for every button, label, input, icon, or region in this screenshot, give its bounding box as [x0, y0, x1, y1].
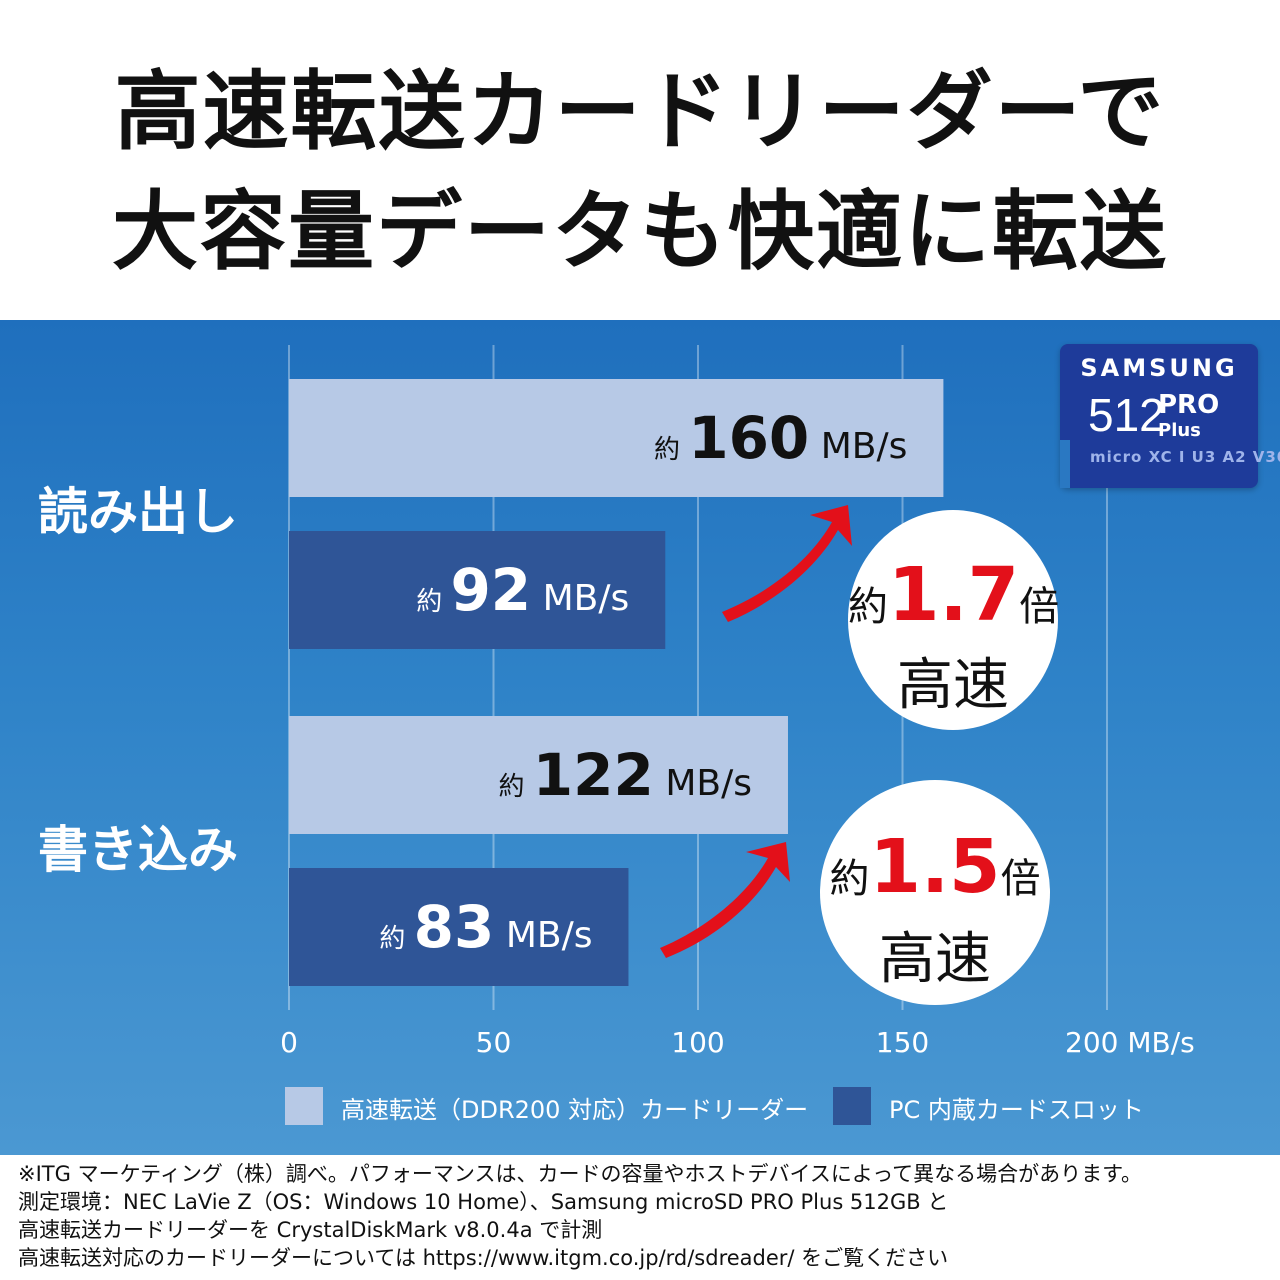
bubble-write-label: 高速	[879, 927, 991, 992]
legend-label-card-reader: 高速転送（DDR200 対応）カードリーダー	[341, 1096, 809, 1124]
footnote-line-1: ※ITG マーケティング（株）調べ。パフォーマンスは、カードの容量やホストデバイ…	[18, 1162, 1143, 1186]
bubble-write-prefix: 約	[829, 856, 870, 902]
category-label-read: 読み出し	[38, 483, 238, 541]
x-tick-label: 200 MB/s	[1065, 1026, 1195, 1059]
category-label-write: 書き込み	[38, 821, 238, 879]
bar	[289, 531, 666, 649]
arrow-icon	[660, 842, 790, 958]
x-tick-label: 150	[876, 1026, 929, 1059]
headline-line-2: 大容量データも快適に転送	[112, 182, 1168, 282]
headline-line-1: 高速転送カードリーダーで	[114, 62, 1166, 162]
sd-card-brand: SAMSUNG	[1080, 354, 1238, 382]
bubble-write-ratio: 約1.5倍	[820, 824, 1050, 910]
legend-label-pc-slot: PC 内蔵カードスロット	[889, 1096, 1144, 1124]
bubble-read-suffix: 倍	[1019, 584, 1060, 630]
footnote-line-3: 高速転送カードリーダーを CrystalDiskMark v8.0.4a で計測	[18, 1218, 603, 1242]
bar-value-label: 約 122 MB/s	[499, 741, 752, 809]
footnote-line-4: 高速転送対応のカードリーダーについては https://www.itgm.co.…	[18, 1246, 949, 1270]
legend-swatch-card-reader	[285, 1087, 323, 1125]
bubble-read-factor: 1.7	[888, 552, 1020, 638]
bubble-write-factor: 1.5	[869, 824, 1001, 910]
bar-value-label: 約 160 MB/s	[654, 404, 907, 472]
comparison-bubble-read: 約1.7倍 高速	[848, 510, 1060, 730]
bubble-read-ratio: 約1.7倍	[848, 552, 1060, 638]
sd-card-sub: Plus	[1158, 420, 1201, 441]
legend-swatch-pc-slot	[833, 1087, 871, 1125]
x-tick-label: 0	[280, 1026, 298, 1059]
bar	[289, 716, 788, 834]
bubble-read-prefix: 約	[848, 584, 888, 630]
footnote: ※ITG マーケティング（株）調べ。パフォーマンスは、カードの容量やホストデバイ…	[18, 1160, 1268, 1272]
bar	[289, 868, 629, 986]
footnote-line-2: 測定環境：NEC LaVie Z（OS：Windows 10 Home）、Sam…	[18, 1190, 949, 1214]
bubble-read-label: 高速	[897, 653, 1009, 718]
sd-card-image: SAMSUNG 512 PRO Plus micro XC I U3 A2 V3…	[1060, 344, 1280, 488]
bar	[289, 379, 944, 497]
sd-card-line: PRO	[1158, 390, 1220, 420]
bar-chart: 約 160 MB/s 約 122 MB/s 約 92 MB/s 約 83 MB/s 0 5…	[280, 345, 1195, 1059]
bubble-write-suffix: 倍	[1000, 856, 1041, 902]
headline: 高速転送カードリーダーで 大容量データも快適に転送	[0, 52, 1280, 292]
bar-value-label: 約 92 MB/s	[416, 556, 629, 624]
x-tick-label: 100	[671, 1026, 724, 1059]
sd-card-notch	[1060, 440, 1070, 488]
bar-value-label: 約 83 MB/s	[379, 893, 592, 961]
arrow-icon	[722, 505, 852, 622]
comparison-bubble-write: 約1.5倍 高速	[820, 780, 1050, 1005]
x-tick-label: 50	[476, 1026, 512, 1059]
sd-card-specs: micro XC I U3 A2 V30	[1090, 448, 1280, 466]
sd-card-capacity: 512	[1088, 389, 1165, 441]
